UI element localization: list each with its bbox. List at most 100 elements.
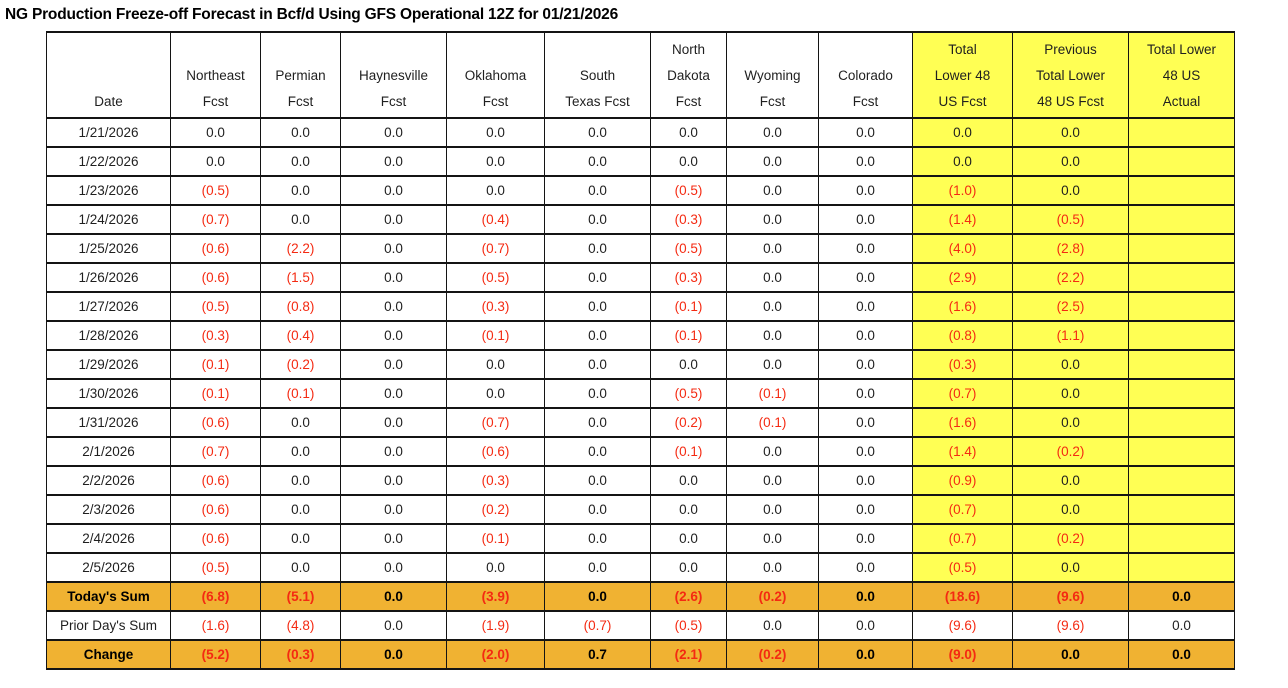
value-cell-permian: 0.0 — [260, 204, 341, 235]
value-cell-south-texas: 0.0 — [544, 175, 651, 206]
value-cell-wyoming: 0.0 — [726, 465, 819, 496]
value-cell-oklahoma: 0.0 — [446, 146, 545, 177]
date-cell: 1/25/2026 — [46, 233, 171, 264]
table-row: 2/2/2026 (0.6) 0.0 0.0 (0.3) 0.0 0.0 0.0 0.0 (0.9… — [46, 465, 1235, 496]
summary-value-prev-total-lower48-fcst: (9.6) — [1012, 610, 1129, 641]
value-cell-total-lower48-fcst: (1.4) — [912, 436, 1013, 467]
value-cell-total-lower48-fcst: (0.7) — [912, 378, 1013, 409]
value-cell-colorado: 0.0 — [818, 204, 913, 235]
column-header-north-dakota: North Dakota Fcst — [650, 31, 727, 119]
value-cell-haynesville: 0.0 — [340, 465, 447, 496]
value-cell-total-lower48-fcst: (0.5) — [912, 552, 1013, 583]
column-header-haynesville: Haynesville Fcst — [340, 31, 447, 119]
value-cell-total-lower48-actual — [1128, 407, 1235, 438]
value-cell-prev-total-lower48-fcst: (0.2) — [1012, 523, 1129, 554]
value-cell-total-lower48-fcst: (0.8) — [912, 320, 1013, 351]
summary-value-permian: (4.8) — [260, 610, 341, 641]
value-cell-prev-total-lower48-fcst: 0.0 — [1012, 378, 1129, 409]
value-cell-south-texas: 0.0 — [544, 436, 651, 467]
summary-row-change: Change (5.2) (0.3) 0.0 (2.0) 0.7 (2.1) (0.2) 0.0… — [46, 639, 1235, 670]
value-cell-north-dakota: 0.0 — [650, 523, 727, 554]
value-cell-south-texas: 0.0 — [544, 349, 651, 380]
value-cell-total-lower48-actual — [1128, 494, 1235, 525]
value-cell-haynesville: 0.0 — [340, 349, 447, 380]
date-cell: 1/22/2026 — [46, 146, 171, 177]
value-cell-wyoming: (0.1) — [726, 378, 819, 409]
value-cell-haynesville: 0.0 — [340, 291, 447, 322]
date-cell: 2/4/2026 — [46, 523, 171, 554]
value-cell-northeast: (0.5) — [170, 552, 261, 583]
value-cell-south-texas: 0.0 — [544, 262, 651, 293]
column-header-oklahoma: Oklahoma Fcst — [446, 31, 545, 119]
value-cell-northeast: (0.6) — [170, 262, 261, 293]
column-header-total-lower48-fcst: Total Lower 48 US Fcst — [912, 31, 1013, 119]
value-cell-permian: 0.0 — [260, 552, 341, 583]
header-row: Date Northeast Fcst Permian Fcst Haynesvill… — [46, 31, 1235, 119]
value-cell-oklahoma: 0.0 — [446, 349, 545, 380]
summary-value-south-texas: 0.7 — [544, 639, 651, 670]
summary-label: Today's Sum — [46, 581, 171, 612]
value-cell-wyoming: 0.0 — [726, 291, 819, 322]
value-cell-wyoming: 0.0 — [726, 436, 819, 467]
value-cell-oklahoma: (0.3) — [446, 465, 545, 496]
value-cell-permian: (0.1) — [260, 378, 341, 409]
value-cell-colorado: 0.0 — [818, 552, 913, 583]
value-cell-permian: 0.0 — [260, 523, 341, 554]
value-cell-oklahoma: (0.5) — [446, 262, 545, 293]
column-header-prev-total-lower48-fcst: Previous Total Lower 48 US Fcst — [1012, 31, 1129, 119]
value-cell-south-texas: 0.0 — [544, 233, 651, 264]
value-cell-north-dakota: 0.0 — [650, 494, 727, 525]
date-cell: 1/23/2026 — [46, 175, 171, 206]
column-header-south-texas: South Texas Fcst — [544, 31, 651, 119]
value-cell-wyoming: (0.1) — [726, 407, 819, 438]
value-cell-prev-total-lower48-fcst: 0.0 — [1012, 465, 1129, 496]
summary-value-total-lower48-actual: 0.0 — [1128, 639, 1235, 670]
value-cell-oklahoma: (0.4) — [446, 204, 545, 235]
date-cell: 1/21/2026 — [46, 117, 171, 148]
summary-value-oklahoma: (2.0) — [446, 639, 545, 670]
value-cell-oklahoma: 0.0 — [446, 117, 545, 148]
value-cell-prev-total-lower48-fcst: 0.0 — [1012, 552, 1129, 583]
value-cell-south-texas: 0.0 — [544, 465, 651, 496]
value-cell-haynesville: 0.0 — [340, 146, 447, 177]
value-cell-northeast: (0.7) — [170, 204, 261, 235]
table-row: 1/31/2026 (0.6) 0.0 0.0 (0.7) 0.0 (0.2) (0.1) 0.… — [46, 407, 1235, 438]
value-cell-total-lower48-actual — [1128, 146, 1235, 177]
value-cell-north-dakota: (0.3) — [650, 204, 727, 235]
value-cell-total-lower48-actual — [1128, 117, 1235, 148]
date-cell: 1/24/2026 — [46, 204, 171, 235]
summary-value-colorado: 0.0 — [818, 581, 913, 612]
value-cell-south-texas: 0.0 — [544, 494, 651, 525]
value-cell-north-dakota: (0.5) — [650, 233, 727, 264]
value-cell-haynesville: 0.0 — [340, 175, 447, 206]
value-cell-total-lower48-actual — [1128, 262, 1235, 293]
value-cell-permian: 0.0 — [260, 465, 341, 496]
value-cell-prev-total-lower48-fcst: 0.0 — [1012, 146, 1129, 177]
value-cell-oklahoma: 0.0 — [446, 552, 545, 583]
value-cell-total-lower48-actual — [1128, 523, 1235, 554]
value-cell-northeast: (0.1) — [170, 349, 261, 380]
value-cell-colorado: 0.0 — [818, 378, 913, 409]
table-row: 1/27/2026 (0.5) (0.8) 0.0 (0.3) 0.0 (0.1) 0.0 0.… — [46, 291, 1235, 322]
table-row: 1/26/2026 (0.6) (1.5) 0.0 (0.5) 0.0 (0.3) 0.0 0.… — [46, 262, 1235, 293]
value-cell-oklahoma: (0.1) — [446, 320, 545, 351]
date-cell: 2/5/2026 — [46, 552, 171, 583]
summary-value-south-texas: 0.0 — [544, 581, 651, 612]
value-cell-haynesville: 0.0 — [340, 494, 447, 525]
value-cell-permian: 0.0 — [260, 407, 341, 438]
value-cell-colorado: 0.0 — [818, 146, 913, 177]
value-cell-northeast: (0.7) — [170, 436, 261, 467]
summary-value-permian: (0.3) — [260, 639, 341, 670]
summary-value-wyoming: (0.2) — [726, 581, 819, 612]
value-cell-prev-total-lower48-fcst: 0.0 — [1012, 349, 1129, 380]
value-cell-prev-total-lower48-fcst: 0.0 — [1012, 407, 1129, 438]
value-cell-total-lower48-fcst: (0.7) — [912, 523, 1013, 554]
value-cell-permian: (2.2) — [260, 233, 341, 264]
value-cell-permian: (1.5) — [260, 262, 341, 293]
date-cell: 1/28/2026 — [46, 320, 171, 351]
value-cell-wyoming: 0.0 — [726, 349, 819, 380]
value-cell-total-lower48-fcst: (4.0) — [912, 233, 1013, 264]
date-cell: 2/3/2026 — [46, 494, 171, 525]
value-cell-wyoming: 0.0 — [726, 233, 819, 264]
value-cell-prev-total-lower48-fcst: (1.1) — [1012, 320, 1129, 351]
